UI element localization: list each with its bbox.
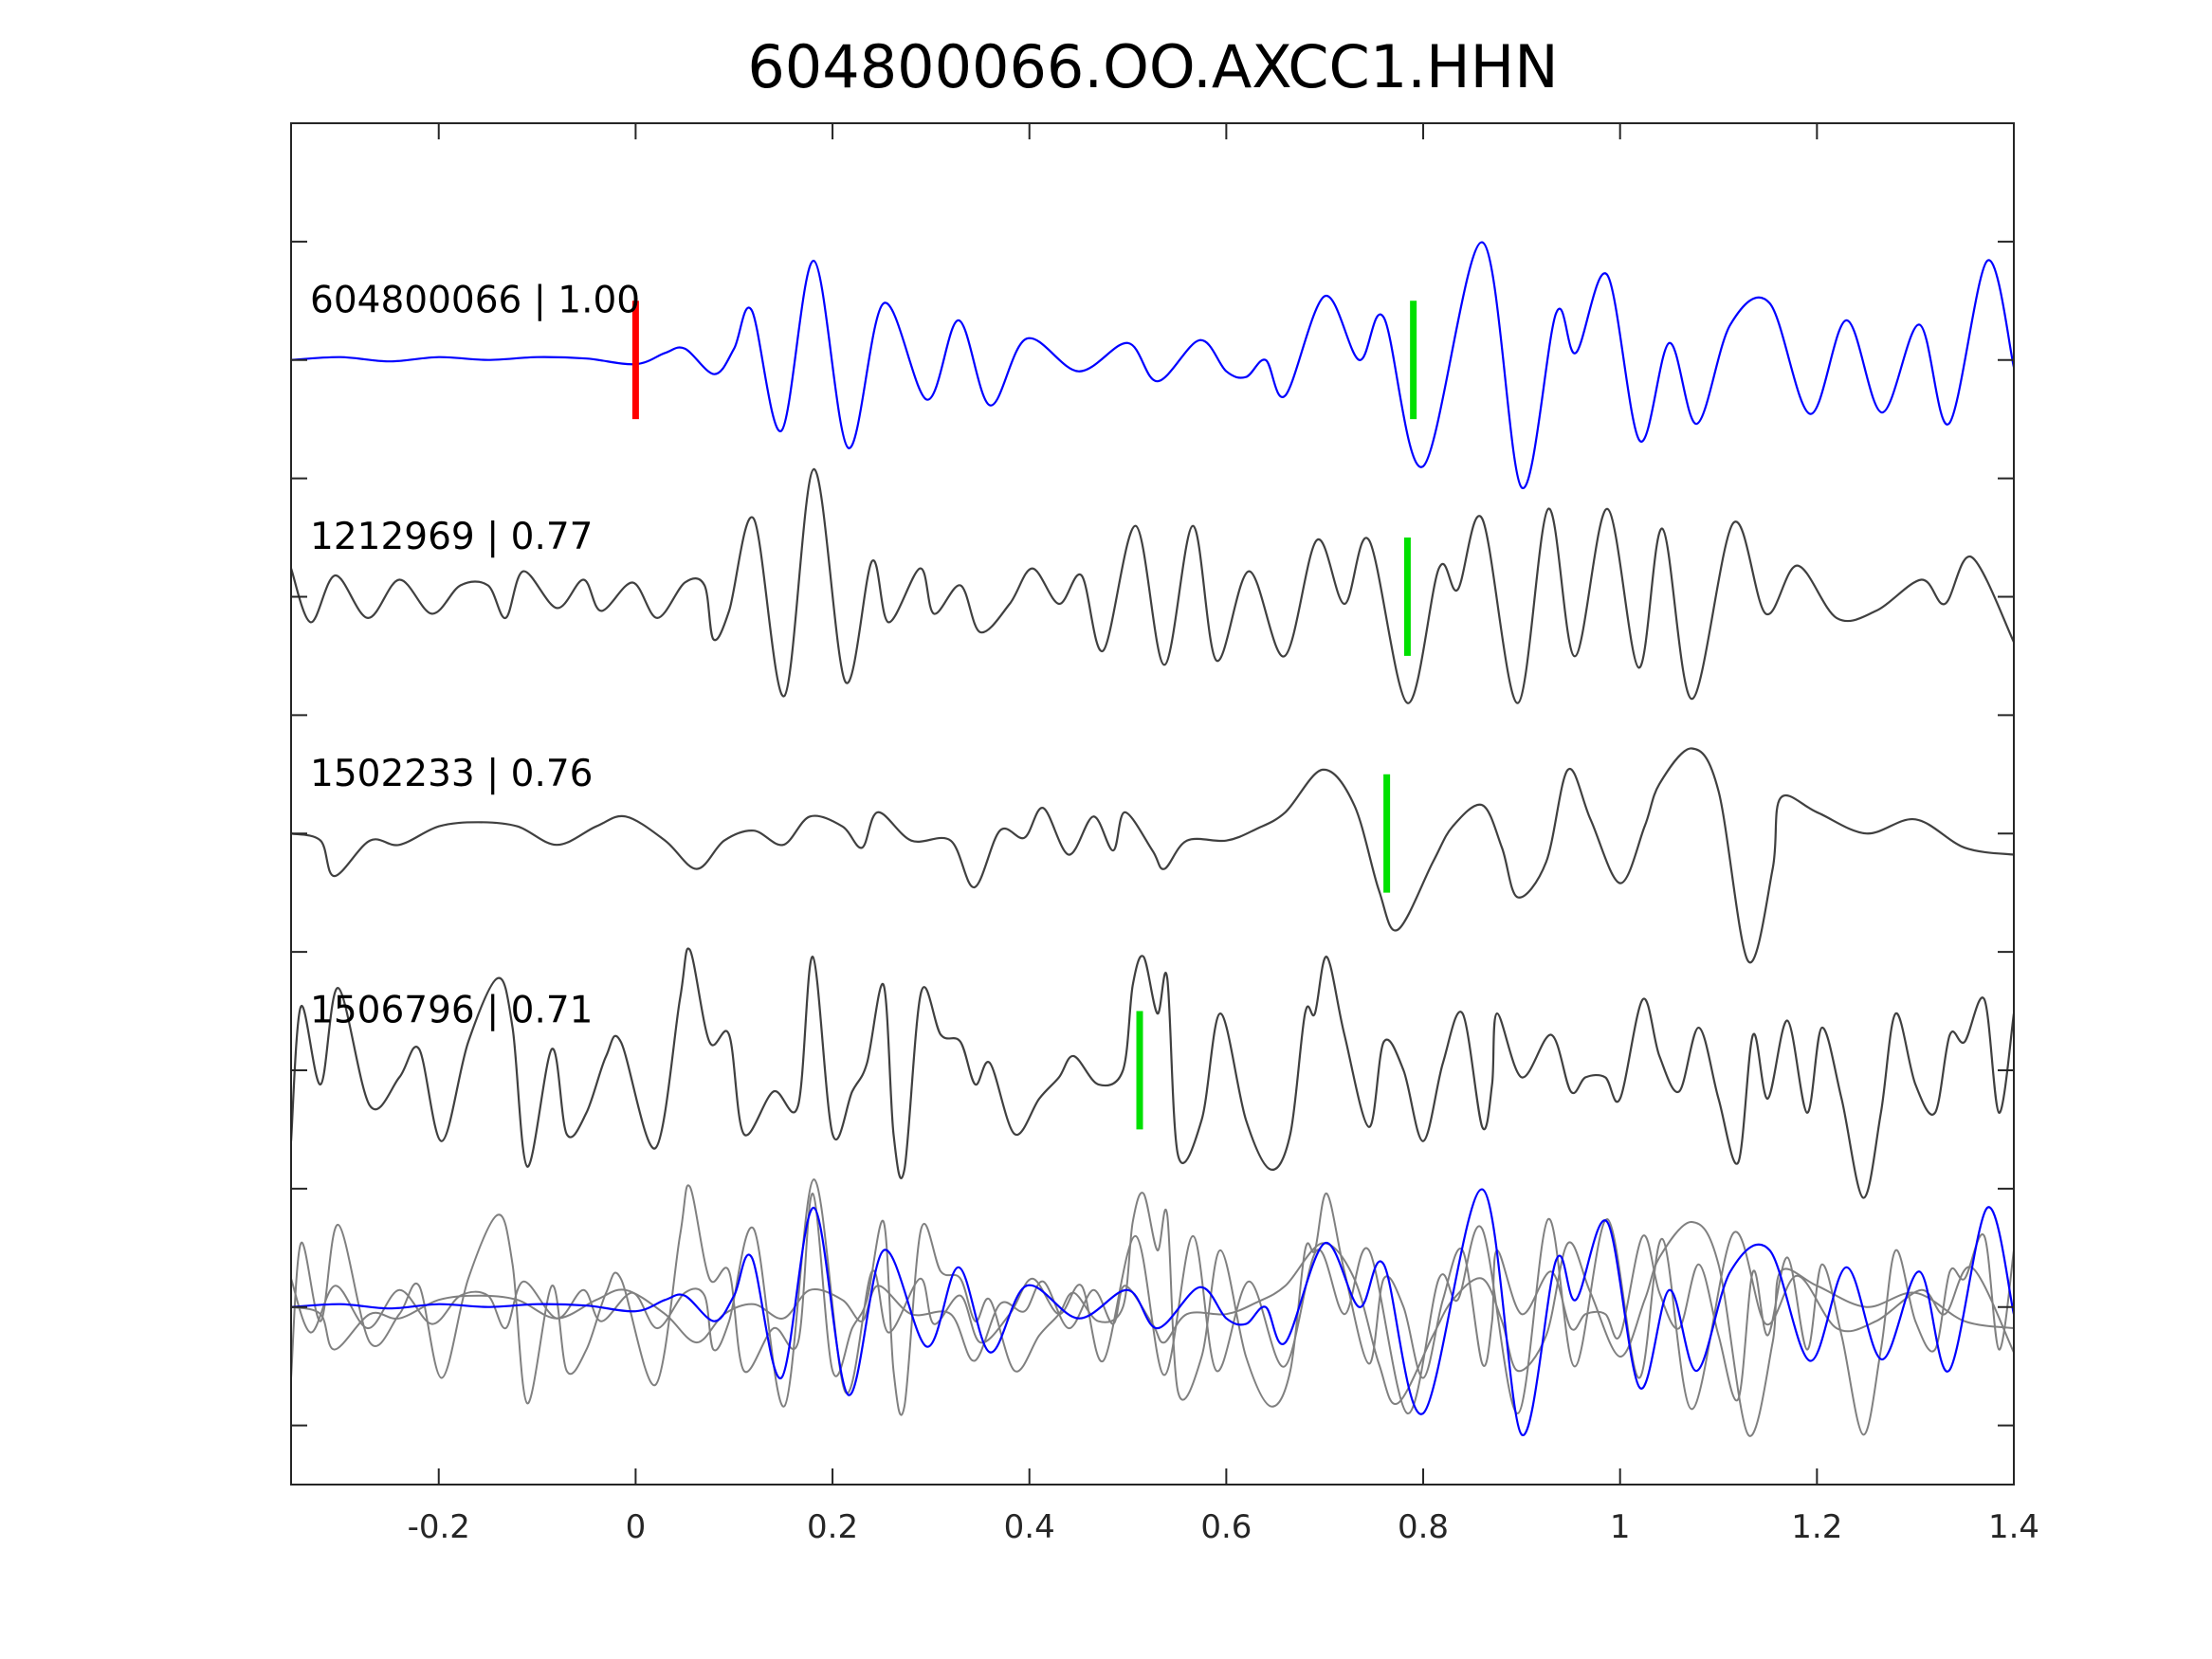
x-tick-label: 0 [626,1508,647,1546]
trace-604800066 [291,241,2014,489]
trace-label: 1212969 | 0.77 [310,516,593,558]
x-tick-label: 0.6 [1200,1508,1252,1546]
x-tick-label: 0.2 [807,1508,858,1546]
trace-label: 604800066 | 1.00 [310,279,640,321]
x-tick-label: 1.2 [1791,1508,1842,1546]
x-tick-label: 1.4 [1988,1508,2039,1546]
trace-1502233 [291,747,2014,964]
x-tick-label: 1 [1610,1508,1631,1546]
axis-ticks: -0.2 0 0.2 0.4 0.6 0.8 1 1.2 1.4 [291,123,2039,1546]
x-tick-label: 0.4 [1004,1508,1055,1546]
overlay-trace-604800066 [291,1188,2014,1436]
overlay-trace-1502233 [291,1221,2014,1437]
trace-1506796 [291,947,2014,1199]
trace-label: 1502233 | 0.76 [310,753,593,795]
x-tick-label: 0.8 [1398,1508,1449,1546]
overlay-trace-1212969 [291,1178,2014,1414]
trace-labels: 604800066 | 1.00 1212969 | 0.77 1502233 | … [310,279,640,1031]
chart-title: 604800066.OO.AXCC1.HHN [747,32,1558,101]
trace-1212969 [291,467,2014,704]
trace-label: 1506796 | 0.71 [310,990,593,1032]
traces-layer [291,241,2014,1437]
overlay-trace-1506796 [291,1184,2014,1436]
markers-layer [631,301,1417,1130]
x-tick-label: -0.2 [408,1508,470,1546]
plot-area-frame [290,122,2015,1486]
